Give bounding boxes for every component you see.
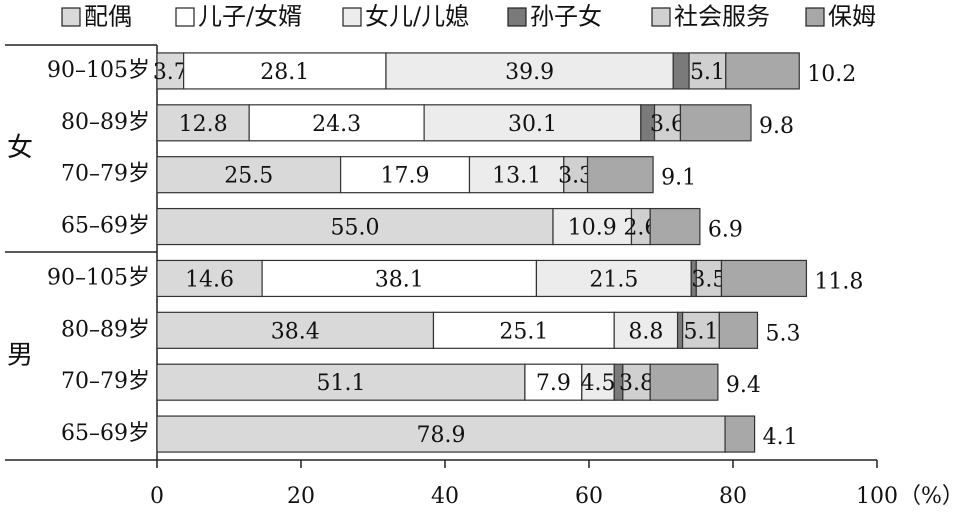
data-label: 5.1 xyxy=(683,319,718,344)
data-label: 4.5 xyxy=(581,371,616,396)
bar-segment xyxy=(586,156,654,194)
data-label: 14.6 xyxy=(185,267,234,292)
data-label: 8.8 xyxy=(628,319,663,344)
data-label: 3.6 xyxy=(650,112,685,137)
data-label: 5.3 xyxy=(765,321,800,346)
legend-swatch xyxy=(651,7,671,27)
x-tick-label: 0 xyxy=(150,484,164,509)
y-tick-label: 65–69岁 xyxy=(61,421,150,446)
data-label: 28.1 xyxy=(260,60,309,85)
data-label: 3.8 xyxy=(619,371,654,396)
bar-segment xyxy=(468,156,565,194)
y-tick-label: 70–79岁 xyxy=(61,162,150,187)
legend-swatch xyxy=(175,7,195,27)
data-label: 9.8 xyxy=(759,114,794,139)
bar-segment xyxy=(156,207,554,246)
bar-segment xyxy=(718,311,759,349)
bar-segment xyxy=(432,311,615,349)
bar-segment xyxy=(720,259,808,298)
data-label: 6.9 xyxy=(708,218,743,243)
bar-segment xyxy=(613,311,679,349)
bar-segment xyxy=(724,415,756,453)
data-label: 13.1 xyxy=(492,164,541,189)
bar-segment xyxy=(261,259,538,298)
data-label: 4.1 xyxy=(763,425,798,450)
y-tick-label: 80–89岁 xyxy=(61,317,150,342)
y-tick-label: 90–105岁 xyxy=(47,58,150,83)
x-tick-label: 60 xyxy=(575,484,603,509)
bar-segment xyxy=(679,104,752,142)
legend-label: 配偶 xyxy=(84,3,132,31)
x-tick-label: 40 xyxy=(431,484,459,509)
bar-segment xyxy=(156,52,185,90)
data-label: 7.9 xyxy=(536,371,571,396)
bar-segment xyxy=(535,259,692,298)
legend-label: 保姆 xyxy=(828,3,876,31)
group-label: 男 xyxy=(7,340,33,370)
bar-segment xyxy=(156,104,250,142)
legend-label: 女儿/儿媳 xyxy=(365,3,469,31)
data-label: 51.1 xyxy=(316,371,365,396)
data-label: 9.4 xyxy=(726,373,761,398)
y-tick-label: 80–89岁 xyxy=(61,110,150,135)
data-label: 21.5 xyxy=(589,267,638,292)
bar-segment xyxy=(725,52,800,90)
bar-segment xyxy=(423,104,642,142)
data-label: 9.1 xyxy=(661,166,696,191)
legend-label: 孙子女 xyxy=(530,3,602,31)
data-label: 10.9 xyxy=(568,216,617,241)
bar-segment xyxy=(183,52,387,90)
data-label: 3.5 xyxy=(691,267,726,292)
legend-label: 社会服务 xyxy=(674,3,770,31)
bar-segment xyxy=(649,207,701,246)
x-tick-label: 100 xyxy=(856,484,898,509)
y-tick-label: 65–69岁 xyxy=(61,214,150,239)
bar-segment xyxy=(552,207,633,246)
y-tick-label: 90–105岁 xyxy=(47,265,150,290)
bar-segment xyxy=(649,363,719,401)
data-label: 39.9 xyxy=(505,60,554,85)
x-unit: （%） xyxy=(899,484,964,509)
bar-segment xyxy=(688,52,727,90)
data-label: 24.3 xyxy=(312,112,361,137)
bar-segment xyxy=(156,311,435,349)
legend-swatch xyxy=(61,7,81,27)
data-label: 38.1 xyxy=(375,267,424,292)
data-label: 55.0 xyxy=(331,216,380,241)
bar-segment xyxy=(156,259,263,298)
legend-swatch xyxy=(507,7,527,27)
bar-segment xyxy=(653,104,682,142)
x-tick-label: 20 xyxy=(287,484,315,509)
data-label: 30.1 xyxy=(508,112,557,137)
data-label: 11.8 xyxy=(814,269,863,294)
data-label: 12.8 xyxy=(179,112,228,137)
bar-segment xyxy=(340,156,471,194)
bar-segment xyxy=(622,363,651,401)
bar-segment xyxy=(156,415,726,453)
bar-segment xyxy=(156,363,526,401)
data-label: 10.2 xyxy=(807,62,856,87)
bar-segment xyxy=(672,52,690,90)
y-tick-label: 70–79岁 xyxy=(61,369,150,394)
bar-segment xyxy=(681,311,720,349)
data-label: 78.9 xyxy=(417,423,466,448)
legend-swatch xyxy=(342,7,362,27)
bar-segment xyxy=(248,104,425,142)
legend-swatch xyxy=(805,7,825,27)
bar-segment xyxy=(676,311,684,349)
x-tick-label: 80 xyxy=(719,484,747,509)
data-label: 38.4 xyxy=(271,319,320,344)
group-label: 女 xyxy=(7,133,33,163)
data-label: 25.5 xyxy=(224,164,273,189)
data-label: 5.1 xyxy=(690,60,725,85)
data-label: 3.7 xyxy=(153,60,188,85)
data-label: 25.1 xyxy=(499,319,548,344)
data-label: 17.9 xyxy=(381,164,430,189)
legend-label: 儿子/女婿 xyxy=(198,3,302,31)
